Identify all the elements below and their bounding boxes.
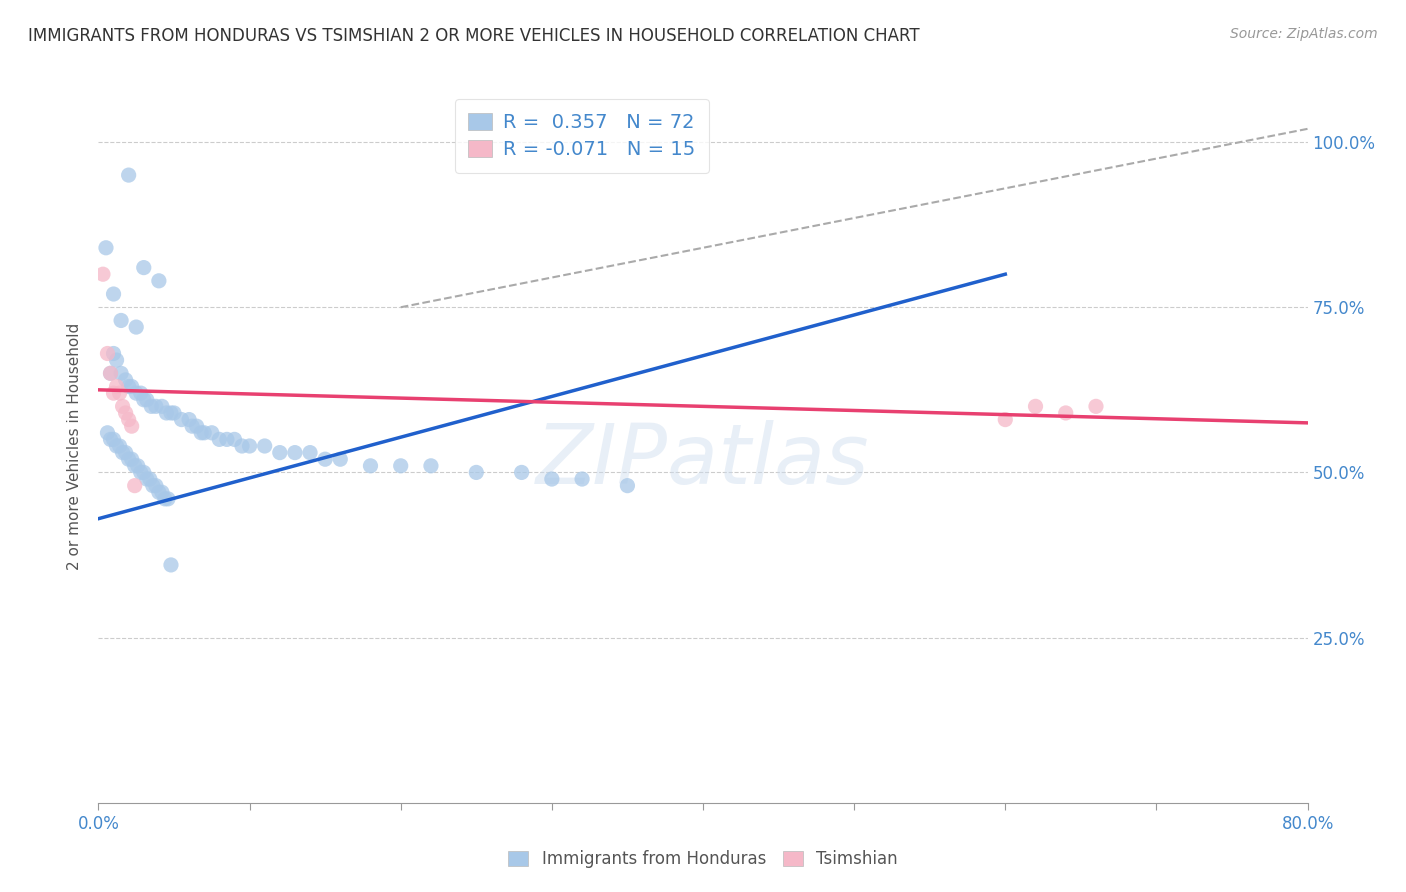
- Point: [105, 439, 128, 453]
- Point: [103, 433, 125, 447]
- Point: [156, 491, 179, 506]
- Point: [193, 425, 215, 440]
- Point: [105, 379, 128, 393]
- Point: [540, 472, 562, 486]
- Point: [132, 392, 155, 407]
- Point: [142, 478, 165, 492]
- Point: [155, 406, 177, 420]
- Point: [208, 433, 231, 447]
- Point: [616, 478, 638, 492]
- Point: [100, 367, 122, 381]
- Point: [201, 425, 224, 440]
- Point: [96, 425, 118, 440]
- Point: [181, 419, 204, 434]
- Point: [111, 400, 134, 414]
- Point: [160, 558, 183, 572]
- Point: [420, 458, 443, 473]
- Point: [118, 379, 141, 393]
- Point: [114, 445, 136, 459]
- Point: [114, 406, 136, 420]
- Point: [465, 466, 488, 480]
- Point: [121, 419, 143, 434]
- Y-axis label: 2 or more Vehicles in Household: 2 or more Vehicles in Household: [67, 322, 83, 570]
- Point: [127, 458, 149, 473]
- Point: [141, 400, 163, 414]
- Point: [153, 491, 176, 506]
- Point: [94, 241, 117, 255]
- Point: [110, 313, 132, 327]
- Point: [299, 445, 322, 459]
- Text: Source: ZipAtlas.com: Source: ZipAtlas.com: [1230, 27, 1378, 41]
- Point: [360, 458, 382, 473]
- Point: [105, 353, 128, 368]
- Point: [179, 412, 201, 426]
- Point: [103, 386, 125, 401]
- Point: [103, 346, 125, 360]
- Point: [224, 433, 246, 447]
- Point: [124, 458, 146, 473]
- Point: [118, 452, 141, 467]
- Point: [111, 445, 134, 459]
- Point: [91, 267, 114, 281]
- Point: [239, 439, 262, 453]
- Point: [125, 320, 148, 334]
- Point: [150, 485, 173, 500]
- Point: [118, 412, 141, 426]
- Point: [135, 472, 157, 486]
- Point: [269, 445, 291, 459]
- Point: [100, 433, 122, 447]
- Point: [108, 439, 131, 453]
- Point: [125, 386, 148, 401]
- Point: [121, 452, 143, 467]
- Point: [103, 287, 125, 301]
- Legend: Immigrants from Honduras, Tsimshian: Immigrants from Honduras, Tsimshian: [502, 844, 904, 875]
- Point: [135, 392, 157, 407]
- Point: [121, 379, 143, 393]
- Point: [1024, 400, 1046, 414]
- Point: [186, 419, 208, 434]
- Point: [150, 400, 173, 414]
- Point: [100, 367, 122, 381]
- Point: [994, 412, 1017, 426]
- Point: [129, 386, 152, 401]
- Point: [114, 373, 136, 387]
- Point: [129, 466, 152, 480]
- Point: [145, 478, 167, 492]
- Point: [170, 412, 193, 426]
- Point: [253, 439, 276, 453]
- Point: [118, 168, 141, 182]
- Text: ZIPatlas: ZIPatlas: [536, 420, 870, 500]
- Point: [1054, 406, 1077, 420]
- Point: [1085, 400, 1108, 414]
- Point: [132, 466, 155, 480]
- Point: [215, 433, 238, 447]
- Point: [160, 406, 183, 420]
- Point: [190, 425, 212, 440]
- Point: [148, 485, 170, 500]
- Point: [96, 346, 118, 360]
- Point: [163, 406, 186, 420]
- Point: [124, 478, 146, 492]
- Point: [329, 452, 352, 467]
- Point: [389, 458, 412, 473]
- Point: [145, 400, 167, 414]
- Point: [108, 386, 131, 401]
- Text: IMMIGRANTS FROM HONDURAS VS TSIMSHIAN 2 OR MORE VEHICLES IN HOUSEHOLD CORRELATIO: IMMIGRANTS FROM HONDURAS VS TSIMSHIAN 2 …: [28, 27, 920, 45]
- Point: [231, 439, 253, 453]
- Point: [284, 445, 307, 459]
- Point: [314, 452, 336, 467]
- Point: [571, 472, 593, 486]
- Point: [132, 260, 155, 275]
- Point: [139, 472, 162, 486]
- Legend: R =  0.357   N = 72, R = -0.071   N = 15: R = 0.357 N = 72, R = -0.071 N = 15: [456, 99, 709, 173]
- Point: [110, 367, 132, 381]
- Point: [510, 466, 533, 480]
- Point: [148, 274, 170, 288]
